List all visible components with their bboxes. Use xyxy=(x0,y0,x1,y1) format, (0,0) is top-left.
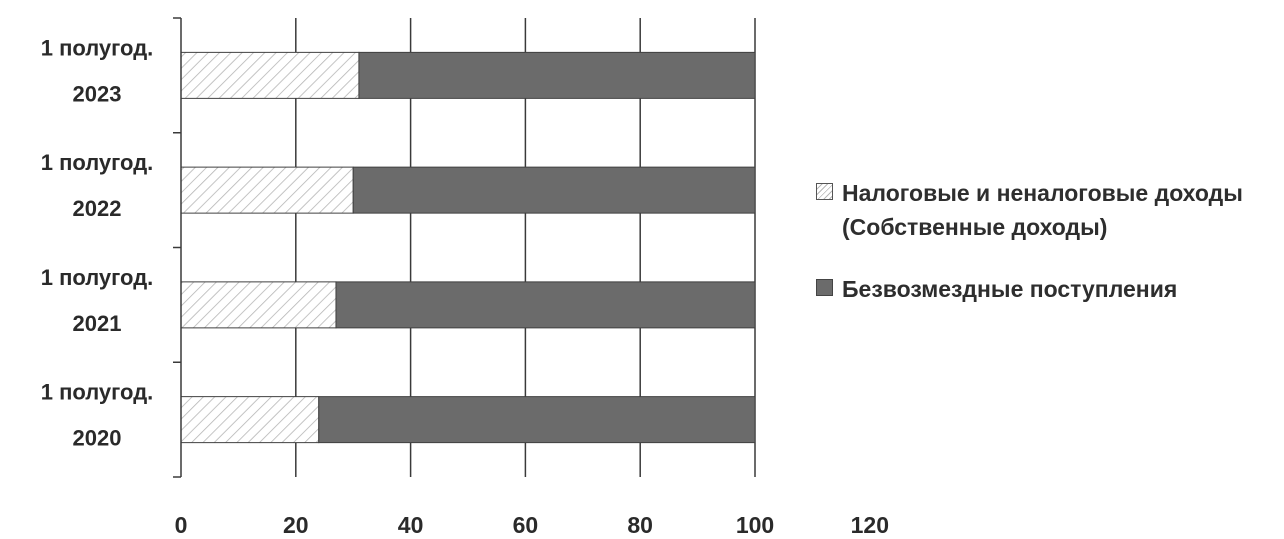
bar-own-revenue-3 xyxy=(180,396,320,444)
x-tick-label-40: 40 xyxy=(398,512,424,538)
x-tick-label-20: 20 xyxy=(283,512,309,538)
bar-transfers-0 xyxy=(358,51,756,99)
legend-item-own-revenue: Налоговые и неналоговые доходы (Собствен… xyxy=(816,176,1276,244)
bar-transfers-3 xyxy=(318,396,756,444)
category-label: 1 полугод. 2022 xyxy=(41,150,154,221)
x-tick-labels: 0 20 40 60 80 100 120 xyxy=(175,512,889,538)
x-tick-label-80: 80 xyxy=(627,512,653,538)
legend: Налоговые и неналоговые доходы (Собствен… xyxy=(816,176,1276,306)
bar-transfers-2 xyxy=(335,281,756,329)
bar-own-revenue-1 xyxy=(180,166,354,214)
legend-swatch-solid xyxy=(816,279,833,296)
category-label: 1 полугод. 2021 xyxy=(41,265,154,336)
legend-label-transfers: Безвозмездные поступления xyxy=(842,276,1178,302)
category-labels: 1 полугод. 2023 1 полугод. 2022 1 полугод. 20… xyxy=(41,35,154,450)
x-tick-label-60: 60 xyxy=(513,512,539,538)
bar-own-revenue-2 xyxy=(180,281,337,329)
x-tick-label-0: 0 xyxy=(175,512,188,538)
category-label: 1 полугод. 2023 xyxy=(41,35,154,106)
bars xyxy=(180,51,756,444)
bar-own-revenue-0 xyxy=(180,51,360,99)
legend-label-own-revenue: Налоговые и неналоговые доходы (Собствен… xyxy=(842,180,1243,240)
legend-swatch-hatched xyxy=(816,183,833,200)
category-label: 1 полугод. 2020 xyxy=(41,380,154,451)
x-tick-label-120: 120 xyxy=(851,512,889,538)
bar-transfers-1 xyxy=(352,166,756,214)
legend-item-transfers: Безвозмездные поступления xyxy=(816,272,1276,306)
axes xyxy=(173,17,182,478)
x-tick-label-100: 100 xyxy=(736,512,774,538)
